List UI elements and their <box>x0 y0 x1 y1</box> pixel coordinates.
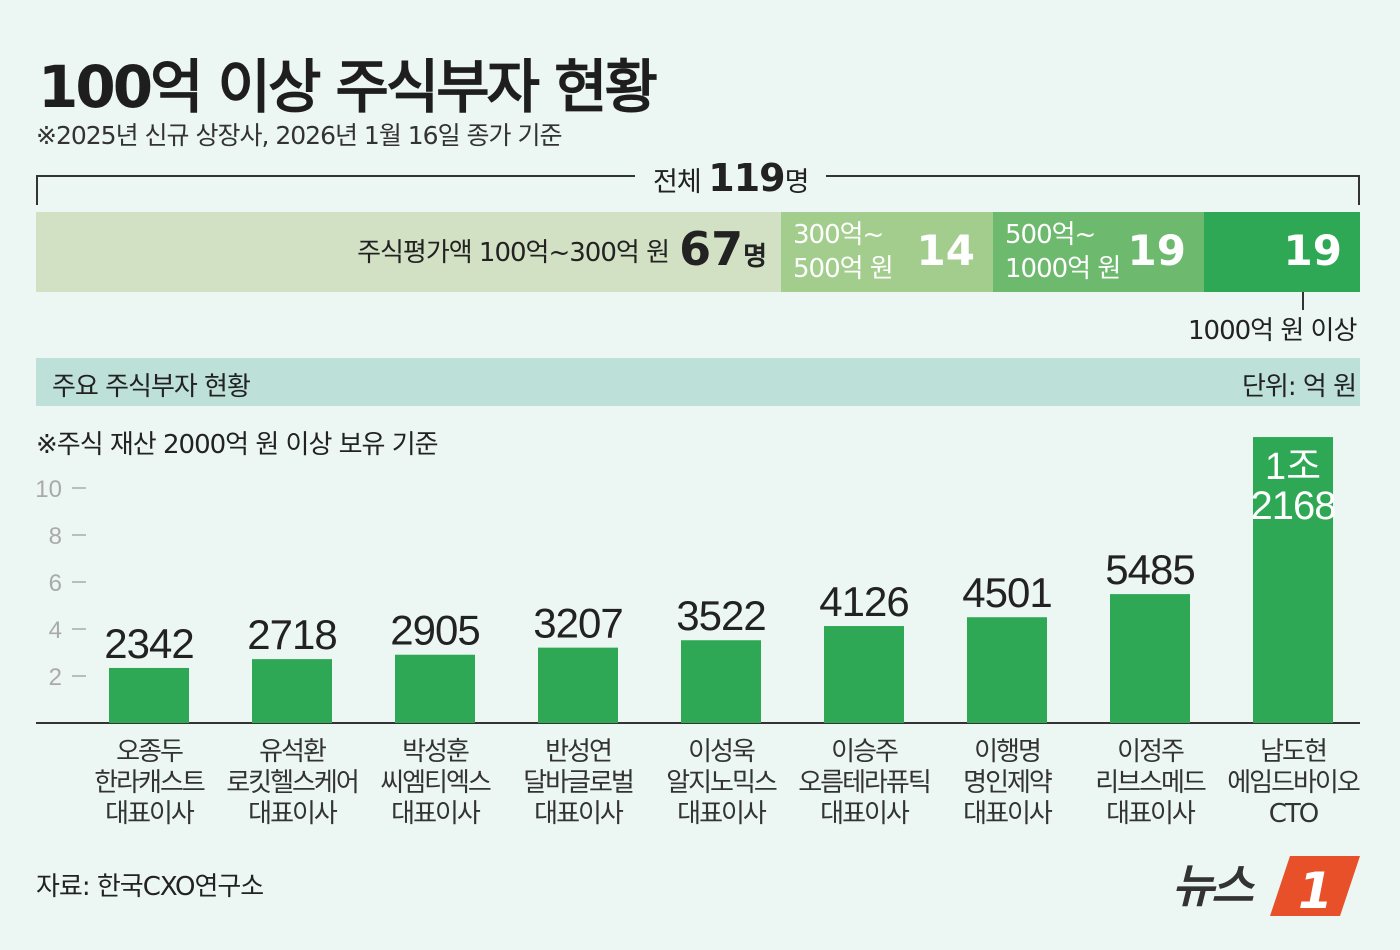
bar-value-label: 3207 <box>533 600 622 647</box>
y-tick-label: 8 <box>49 523 62 550</box>
segment-value: 19 <box>1127 226 1186 275</box>
category-title: CTO <box>1269 799 1318 829</box>
bar-value-label: 2342 <box>104 620 193 667</box>
category-name: 이정주 <box>1117 737 1184 767</box>
total-suffix: 명 <box>784 167 810 198</box>
category-title: 대표이사 <box>391 799 481 829</box>
total-value: 119 <box>708 156 785 200</box>
category-company: 달바글로벌 <box>523 768 633 798</box>
category-company: 씨엠티엑스 <box>380 768 491 798</box>
distribution-bar: 주식평가액 100억~300억 원 67명 300억~ 500억 원 14 500… <box>36 212 1360 292</box>
bar <box>681 640 761 723</box>
news1-logo: 뉴스 1 <box>1172 856 1360 920</box>
category-company: 알지노믹스 <box>666 768 777 798</box>
segment-300-500: 300억~ 500억 원 14 <box>781 212 993 292</box>
bar-value-label: 2905 <box>390 607 479 654</box>
segment-500-1000: 500억~ 1000억 원 19 <box>993 212 1204 292</box>
segment-label-line1: 300억~ <box>793 220 884 250</box>
segment-label-line1: 500억~ <box>1005 220 1096 250</box>
category-title: 대표이사 <box>105 799 195 829</box>
bar <box>824 626 904 723</box>
total-prefix: 전체 <box>653 167 702 198</box>
segment-label: 500억~ 1000억 원 <box>1005 218 1121 286</box>
segment-number: 67 <box>679 222 744 276</box>
category-title: 대표이사 <box>1106 799 1196 829</box>
segment-label-line2: 500억 원 <box>793 254 894 284</box>
segment-unit: 명 <box>743 242 767 272</box>
category-title: 대표이사 <box>677 799 767 829</box>
bar-value-label: 4501 <box>962 569 1051 616</box>
category-name: 유석환 <box>259 737 326 767</box>
bar <box>1253 437 1333 723</box>
category-company: 오름테라퓨틱 <box>798 768 930 798</box>
segment-value: 19 <box>1283 226 1342 275</box>
category-name: 이성욱 <box>688 737 755 767</box>
bar <box>967 617 1047 723</box>
segment-value: 67명 <box>679 222 767 276</box>
source: 자료: 한국CXO연구소 <box>36 872 264 902</box>
category-name: 이행명 <box>974 737 1040 767</box>
y-tick-label: 6 <box>49 570 62 597</box>
bar-value-label-line2: 2168 <box>1251 484 1336 528</box>
category-title: 대표이사 <box>248 799 338 829</box>
chart-note: ※주식 재산 2000억 원 이상 보유 기준 <box>36 430 439 460</box>
category-name: 반성연 <box>545 737 611 767</box>
category-company: 에임드바이오 <box>1227 768 1360 798</box>
category-name: 이승주 <box>831 737 898 767</box>
bar <box>252 659 332 723</box>
callout-line <box>1302 292 1304 310</box>
section-header <box>36 358 1360 406</box>
category-name: 남도현 <box>1260 737 1326 767</box>
segment-label: 주식평가액 100억~300억 원 <box>357 238 670 268</box>
bar <box>395 654 475 723</box>
category-company: 로킷헬스케어 <box>226 768 358 798</box>
segment-label: 300억~ 500억 원 <box>793 218 894 286</box>
bar-value-label: 2718 <box>247 611 336 658</box>
category-name: 오종두 <box>116 737 183 767</box>
bar-value-label-line1: 1조 <box>1265 446 1321 488</box>
bar-value-label: 5485 <box>1105 546 1194 593</box>
segment-value: 14 <box>916 226 975 275</box>
bar <box>109 667 189 723</box>
svg-text:1: 1 <box>1298 862 1333 920</box>
segment-label-line2: 1000억 원 <box>1005 254 1121 284</box>
bar-value-label: 4126 <box>819 578 908 625</box>
category-company: 명인제약 <box>963 768 1052 798</box>
category-title: 대표이사 <box>534 799 624 829</box>
bar-value-label: 3522 <box>676 592 765 639</box>
bar <box>538 647 618 723</box>
unit-label: 단위: 억 원 <box>1242 372 1357 402</box>
y-tick-label: 10 <box>35 476 62 503</box>
category-name: 박성훈 <box>402 737 469 767</box>
y-tick-label: 4 <box>49 617 62 644</box>
y-tick-label: 2 <box>49 664 62 691</box>
segment-1000-plus: 19 <box>1204 212 1360 292</box>
section-title: 주요 주식부자 현황 <box>52 372 251 402</box>
svg-text:뉴스: 뉴스 <box>1172 859 1255 913</box>
page-title: 100억 이상 주식부자 현황 <box>38 53 658 121</box>
segment-label-1000-plus: 1000억 원 이상 <box>1188 316 1357 346</box>
total-count: 전체 119명 <box>635 156 827 200</box>
segment-100-300: 주식평가액 100억~300억 원 67명 <box>36 212 781 292</box>
category-title: 대표이사 <box>820 799 910 829</box>
bar <box>1110 594 1190 723</box>
subtitle: ※2025년 신규 상장사, 2026년 1월 16일 종가 기준 <box>36 121 562 150</box>
category-company: 리브스메드 <box>1095 768 1206 798</box>
category-title: 대표이사 <box>963 799 1053 829</box>
category-company: 한라캐스트 <box>94 768 205 798</box>
